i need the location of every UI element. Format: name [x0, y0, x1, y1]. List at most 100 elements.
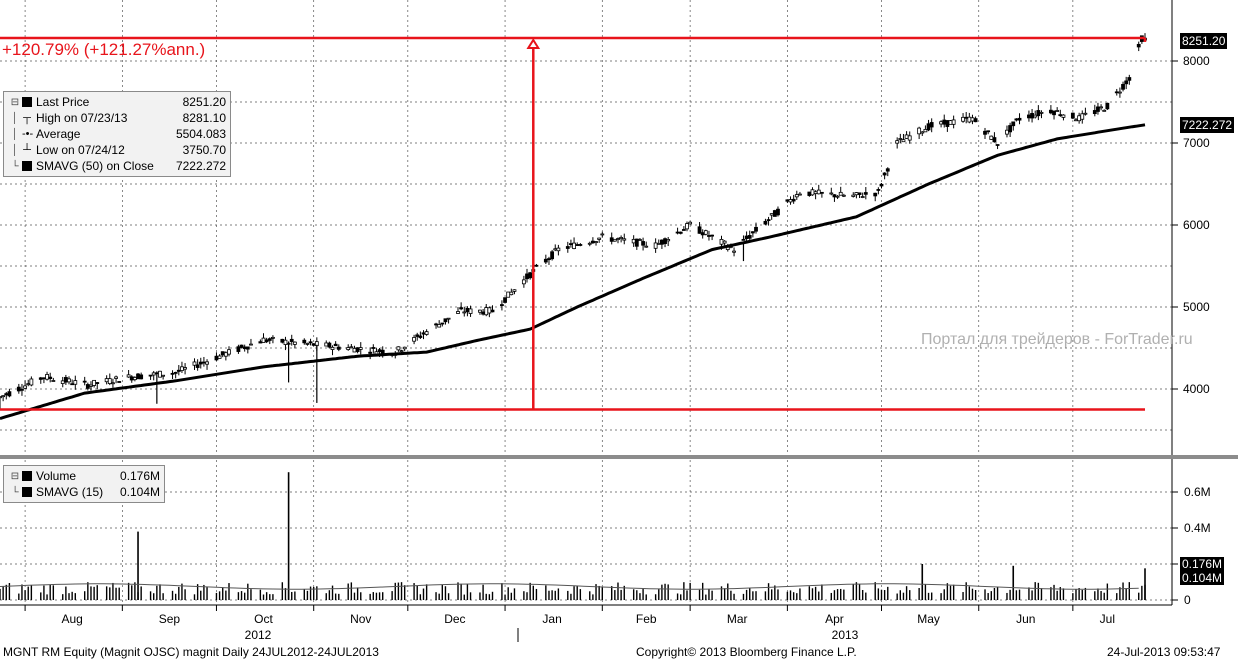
price-candle — [500, 304, 504, 306]
price-candle — [38, 377, 43, 380]
price-candle — [1058, 114, 1063, 117]
price-candle — [132, 377, 137, 381]
price-candle — [597, 237, 602, 240]
price-candle — [939, 121, 943, 125]
price-candle — [456, 311, 460, 314]
price-candle — [750, 231, 755, 234]
price-candle — [506, 291, 511, 298]
high-marker-icon: ┬ — [23, 112, 31, 124]
price-candle — [1, 395, 6, 398]
price-candle — [688, 221, 693, 225]
x-tick-label: Jun — [1016, 612, 1035, 626]
price-candle — [616, 238, 620, 240]
price-candle — [509, 291, 514, 296]
price-candle — [710, 234, 714, 237]
price-candle — [355, 347, 360, 352]
price-candle — [719, 238, 724, 245]
price-candle — [205, 361, 209, 365]
footer-security: MGNT RM Equity (Magnit OJSC) magnit Dail… — [3, 645, 379, 659]
legend-row: │ ┬ High on 07/23/13 8281.10 — [10, 110, 226, 126]
legend-label: Low on 07/24/12 — [36, 143, 125, 157]
price-candle — [512, 289, 517, 292]
price-candle — [697, 226, 702, 234]
price-candle — [543, 258, 548, 263]
price-candle — [785, 199, 790, 202]
price-candle — [1027, 114, 1031, 119]
legend-square-icon — [22, 471, 32, 481]
volume-sma-badge: 0.104M — [1180, 571, 1225, 585]
legend-label: Average — [36, 127, 81, 141]
price-candle — [951, 119, 956, 125]
legend-label: High on 07/23/13 — [36, 111, 128, 125]
price-candle — [854, 192, 859, 196]
y-tick-label: 4000 — [1183, 382, 1210, 396]
price-candle — [23, 385, 27, 389]
price-candle — [964, 116, 969, 119]
x-tick-label: Sep — [159, 612, 181, 626]
price-candle — [371, 347, 376, 349]
price-candle — [763, 220, 768, 225]
price-candle — [895, 140, 900, 144]
price-candle — [327, 342, 332, 348]
price-candle — [170, 372, 175, 375]
price-candle — [89, 384, 93, 387]
price-candle — [835, 195, 840, 198]
price-candle — [346, 347, 351, 351]
price-candle — [308, 341, 313, 344]
price-candle — [528, 272, 533, 279]
price-candle — [136, 373, 140, 380]
price-candle — [418, 335, 423, 338]
price-candle — [678, 231, 683, 234]
price-candle — [399, 350, 404, 353]
price-candle — [161, 374, 166, 377]
collapse-icon[interactable]: ⊟ — [10, 96, 20, 108]
legend-row: ⊟ Volume 0.176M — [10, 468, 160, 484]
price-candle — [816, 189, 821, 195]
price-candle — [609, 237, 614, 242]
y-tick-label: 0.6M — [1184, 485, 1211, 499]
legend-label: SMAVG (50) on Close — [36, 159, 154, 173]
price-candle — [242, 346, 247, 350]
price-candle — [873, 192, 878, 197]
price-candle — [901, 139, 906, 143]
price-candle — [67, 378, 71, 383]
price-candle — [810, 189, 815, 196]
x-tick-label: May — [917, 612, 940, 626]
price-candle — [879, 183, 884, 187]
price-candle — [239, 344, 244, 348]
price-candle — [656, 242, 661, 245]
price-candle — [349, 346, 354, 349]
price-candle — [434, 323, 438, 326]
price-candle — [722, 240, 727, 244]
price-candle — [807, 191, 812, 196]
price-candle — [565, 246, 570, 249]
price-candle — [117, 381, 122, 383]
price-candle — [575, 244, 580, 246]
price-candle — [1030, 113, 1034, 119]
collapse-icon[interactable]: ⊟ — [10, 470, 20, 482]
price-candle — [917, 127, 922, 135]
price-candle — [503, 297, 507, 303]
price-candle — [176, 369, 181, 372]
price-candle — [424, 331, 429, 335]
price-candle — [707, 235, 711, 237]
price-candle — [289, 338, 294, 342]
price-candle — [249, 343, 253, 346]
x-tick-label: Apr — [825, 612, 844, 626]
watermark: Портал для трейдеров - ForTrader.ru — [921, 331, 1193, 348]
y-tick-label: 7000 — [1183, 136, 1210, 150]
price-candle — [766, 219, 771, 222]
price-candle — [330, 346, 335, 350]
x-tick-label: Jan — [542, 612, 561, 626]
price-candle — [192, 361, 197, 366]
y-tick-label: 0 — [1184, 593, 1191, 607]
price-candle — [223, 352, 228, 357]
legend-value: 7222.272 — [175, 159, 226, 173]
price-candle — [377, 349, 382, 352]
price-candle — [302, 339, 307, 344]
price-candle — [1077, 115, 1082, 122]
price-candle — [42, 377, 46, 380]
price-candle — [63, 377, 68, 383]
price-candle — [358, 347, 363, 350]
price-candle — [1036, 110, 1041, 117]
